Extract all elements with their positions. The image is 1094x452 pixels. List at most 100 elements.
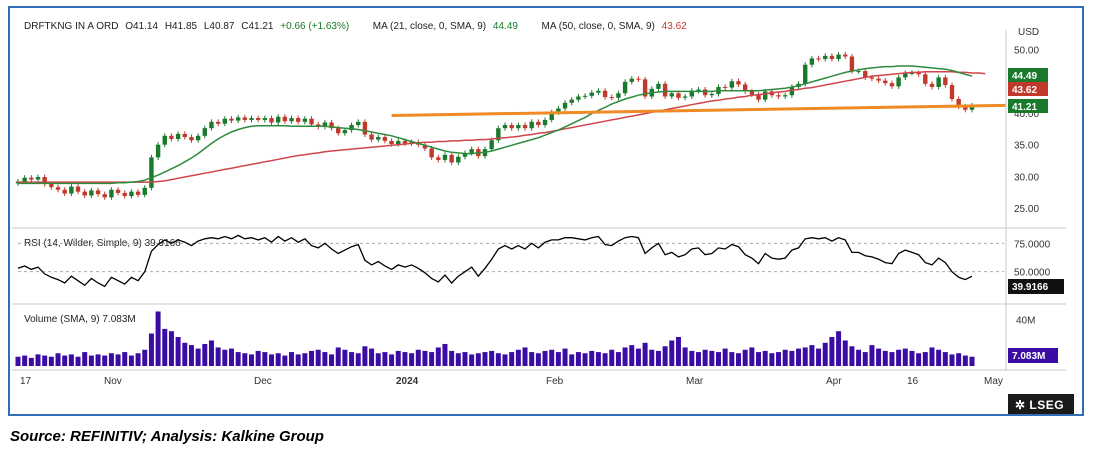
candle-body (382, 137, 388, 141)
volume-bar (515, 349, 521, 366)
candle-body (215, 121, 221, 124)
candle-body (616, 93, 621, 98)
candle-body (722, 86, 728, 88)
candle-body (62, 189, 67, 194)
candle-body (182, 133, 187, 138)
candle-body (349, 125, 354, 131)
candle-body (602, 90, 608, 98)
volume-bar (269, 354, 275, 366)
volume-bar (375, 353, 381, 366)
candle-body (142, 187, 147, 195)
candle-body (662, 83, 668, 97)
volume-bar (709, 350, 715, 366)
candle-body (742, 84, 748, 92)
rsi-tick-label: 50.0000 (1014, 268, 1051, 279)
candle-body (262, 118, 268, 120)
volume-bar (35, 354, 41, 366)
candle-body (783, 95, 788, 97)
candle-body (289, 118, 294, 122)
volume-bar (949, 354, 955, 366)
volume-bar (342, 349, 348, 366)
candle-body (275, 116, 281, 123)
candle-body (889, 83, 895, 87)
volume-bar (235, 352, 241, 366)
candle-body (929, 83, 935, 87)
volume-bar (922, 352, 928, 366)
candle-body (863, 71, 868, 78)
candle-body (55, 187, 61, 190)
volume-bar (215, 347, 221, 366)
candle-body (396, 140, 401, 145)
x-tick-label: Feb (546, 376, 564, 387)
candle-body (949, 85, 955, 100)
volume-bar (849, 346, 855, 366)
volume-bar (822, 342, 828, 366)
candle-body (609, 97, 614, 99)
candle-body (856, 71, 861, 73)
volume-bar (62, 355, 68, 366)
candle-body (589, 92, 594, 96)
candle-body (963, 106, 968, 110)
candle-body (869, 77, 875, 79)
volume-bar (395, 350, 401, 366)
ma21-line (18, 65, 973, 185)
candle-body (696, 89, 701, 91)
price-badge-label: 44.49 (1012, 71, 1037, 82)
candle-body (829, 55, 835, 60)
volume-bar (702, 349, 708, 366)
volume-bar (602, 353, 608, 366)
volume-bar (542, 350, 548, 366)
chart-header: DRFTKNG IN A ORD O41.14 H41.85 L40.87 C4… (24, 21, 691, 32)
candle-body (549, 112, 554, 120)
candle-body (49, 184, 54, 188)
x-tick-label: 16 (907, 376, 919, 387)
volume-badge-label: 7.083M (1012, 351, 1045, 362)
volume-bar (609, 349, 615, 366)
volume-bar (776, 352, 782, 366)
candle-body (429, 148, 434, 158)
volume-bar (569, 354, 575, 366)
volume-bar (355, 353, 361, 366)
volume-bar (916, 353, 922, 366)
volume-bar (115, 354, 121, 366)
volume-bar (88, 355, 94, 366)
x-tick-label: Apr (826, 376, 842, 387)
volume-bar (302, 353, 308, 366)
candle-body (169, 135, 174, 139)
volume-bar (769, 353, 775, 366)
volume-bar (495, 353, 501, 366)
candle-body (956, 99, 961, 107)
candle-body (502, 125, 508, 129)
volume-bar (322, 352, 328, 366)
volume-bar (862, 352, 868, 366)
candle-body (823, 55, 828, 60)
candle-body (235, 117, 241, 121)
candle-body (489, 140, 494, 150)
volume-bar (315, 349, 321, 366)
volume-bar (15, 356, 21, 366)
volume-bar (856, 349, 862, 366)
volume-bar (248, 354, 254, 366)
candle-body (209, 121, 214, 129)
volume-bar (642, 342, 648, 366)
candle-body (836, 54, 841, 60)
volume-bar (195, 348, 201, 366)
ma50-line (18, 70, 986, 183)
candle-body (362, 121, 368, 135)
ma21-label: MA (21, close, 0, SMA, 9) (372, 21, 487, 32)
volume-bar (82, 352, 88, 366)
volume-bar (409, 353, 415, 366)
price-tick-label: 25.00 (1014, 204, 1039, 215)
candle-body (682, 96, 688, 98)
volume-bar (695, 352, 701, 366)
volume-bar (475, 353, 481, 366)
volume-bar (649, 349, 655, 366)
candle-body (336, 128, 341, 134)
candle-body (42, 177, 47, 185)
price-tick-label: 30.00 (1014, 172, 1039, 183)
candle-body (702, 89, 708, 96)
volume-bar (675, 337, 681, 366)
candle-body (389, 140, 394, 145)
candle-body (636, 78, 641, 80)
volume-bar (902, 348, 908, 366)
